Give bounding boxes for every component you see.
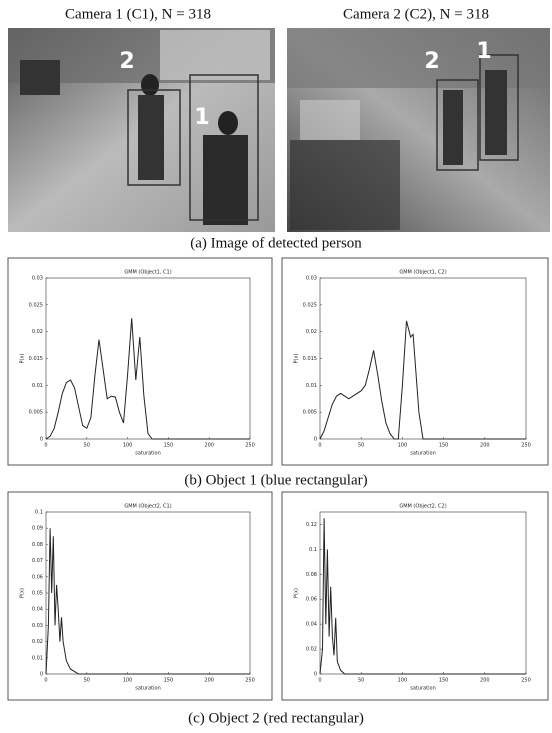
plot-title: GMM (Object2, C2)	[399, 504, 446, 510]
x-axis-label: saturation	[135, 686, 161, 692]
x-tick-label: 50	[358, 443, 364, 449]
y-tick-label: 0	[40, 672, 43, 678]
y-axis-label: P(x)	[294, 354, 300, 364]
y-tick-label: 0.01	[306, 383, 317, 389]
y-tick-label: 0.04	[32, 607, 43, 613]
x-tick-label: 150	[164, 678, 174, 684]
x-tick-label: 200	[480, 443, 490, 449]
x-axis-label: saturation	[135, 451, 161, 457]
x-tick-label: 100	[123, 678, 133, 684]
y-tick-label: 0.005	[29, 410, 43, 416]
photo	[287, 28, 550, 232]
plot-panel	[8, 492, 272, 700]
y-tick-label: 0.005	[303, 410, 317, 416]
plot-panel	[282, 492, 548, 700]
x-tick-label: 150	[439, 443, 449, 449]
x-tick-label: 250	[521, 678, 531, 684]
x-tick-label: 100	[123, 443, 133, 449]
box-label: 2	[424, 49, 439, 74]
figure: Camera 1 (C1), N = 318 Camera 2 (C2), N …	[0, 0, 552, 733]
x-tick-label: 250	[521, 443, 531, 449]
y-tick-label: 0.1	[309, 547, 317, 553]
plot-panel	[8, 258, 272, 465]
y-tick-label: 0.01	[32, 655, 43, 661]
y-tick-label: 0.05	[32, 591, 43, 597]
box-label: 1	[476, 39, 491, 64]
x-axis-label: saturation	[410, 451, 436, 457]
y-tick-label: 0	[314, 672, 317, 678]
photo-heading: Camera 2 (C2), N = 318	[343, 6, 489, 22]
plot-title: GMM (Object1, C1)	[124, 270, 171, 276]
x-tick-label: 50	[84, 443, 90, 449]
x-tick-label: 250	[245, 443, 255, 449]
y-tick-label: 0.015	[303, 356, 317, 362]
x-tick-label: 0	[318, 678, 321, 684]
y-tick-label: 0.08	[306, 572, 317, 578]
x-axis-label: saturation	[410, 686, 436, 692]
x-tick-label: 50	[84, 678, 90, 684]
y-tick-label: 0.09	[32, 526, 43, 532]
plot-title: GMM (Object1, C2)	[399, 270, 446, 276]
x-tick-label: 250	[245, 678, 255, 684]
x-tick-label: 150	[164, 443, 174, 449]
y-tick-label: 0.02	[32, 329, 43, 335]
y-tick-label: 0	[314, 437, 317, 443]
y-tick-label: 0.06	[306, 597, 317, 603]
y-tick-label: 0.12	[306, 522, 317, 528]
x-tick-label: 100	[398, 678, 408, 684]
y-axis-label: P(x)	[294, 588, 300, 598]
y-axis-label: P(x)	[20, 588, 26, 598]
y-axis-label: P(x)	[20, 354, 26, 364]
x-tick-label: 200	[480, 678, 490, 684]
y-tick-label: 0.03	[32, 276, 43, 282]
y-tick-label: 0.02	[306, 329, 317, 335]
y-tick-label: 0.025	[29, 302, 43, 308]
y-tick-label: 0.02	[306, 647, 317, 653]
x-tick-label: 200	[204, 678, 214, 684]
page: {"headings": ["Camera 1 (C1), N = 318", …	[0, 0, 552, 733]
caption: (a) Image of detected person	[190, 235, 362, 251]
x-tick-label: 0	[44, 678, 47, 684]
y-tick-label: 0.01	[32, 383, 43, 389]
x-tick-label: 150	[439, 678, 449, 684]
y-tick-label: 0.02	[32, 639, 43, 645]
caption: (b) Object 1 (blue rectangular)	[184, 472, 367, 488]
x-tick-label: 200	[204, 443, 214, 449]
y-tick-label: 0.04	[306, 622, 317, 628]
y-tick-label: 0.03	[32, 623, 43, 629]
y-tick-label: 0.07	[32, 558, 43, 564]
photo	[8, 28, 275, 232]
y-tick-label: 0.06	[32, 574, 43, 580]
y-tick-label: 0.08	[32, 542, 43, 548]
y-tick-label: 0	[40, 437, 43, 443]
y-tick-label: 0.015	[29, 356, 43, 362]
plot-title: GMM (Object2, C1)	[124, 504, 171, 510]
box-label: 1	[194, 105, 209, 130]
caption: (c) Object 2 (red rectangular)	[188, 710, 364, 726]
x-tick-label: 0	[44, 443, 47, 449]
y-tick-label: 0.025	[303, 302, 317, 308]
x-tick-label: 50	[358, 678, 364, 684]
y-tick-label: 0.1	[35, 510, 43, 516]
y-tick-label: 0.03	[306, 276, 317, 282]
photo-heading: Camera 1 (C1), N = 318	[65, 6, 211, 22]
box-label: 2	[119, 49, 134, 74]
x-tick-label: 0	[318, 443, 321, 449]
x-tick-label: 100	[398, 443, 408, 449]
